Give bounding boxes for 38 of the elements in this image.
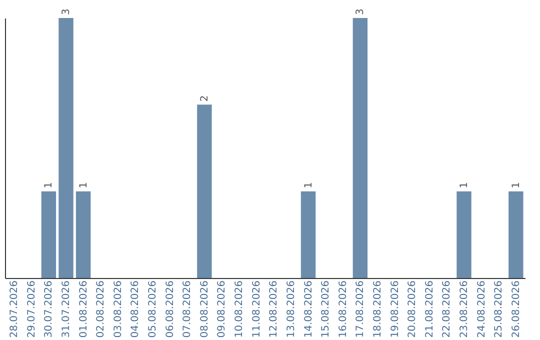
x-tick-label: 03.08.2026 (112, 280, 124, 338)
x-tick-label: 07.08.2026 (182, 280, 194, 338)
x-tick-label: 09.08.2026 (216, 280, 228, 338)
x-tick-label: 05.08.2026 (148, 280, 159, 338)
x-tick-label: 01.08.2026 (78, 280, 90, 338)
x-tick-label: 29.07.2026 (26, 280, 38, 338)
x-tick-label: 17.08.2026 (355, 280, 366, 338)
data-label: 1 (78, 182, 90, 188)
x-tick-label: 14.08.2026 (303, 280, 314, 338)
x-tick-label: 08.08.2026 (199, 280, 210, 338)
x-tick-label: 18.08.2026 (372, 280, 384, 338)
x-tick-label: 22.08.2026 (442, 280, 453, 338)
x-tick-label: 12.08.2026 (268, 280, 280, 338)
x-tick-label: 13.08.2026 (286, 280, 297, 338)
x-tick-label: 04.08.2026 (130, 280, 142, 338)
data-label: 1 (510, 182, 522, 188)
x-tick-label: 21.08.2026 (424, 280, 436, 338)
x-tick-label: 19.08.2026 (390, 280, 401, 338)
data-label: 3 (61, 8, 72, 15)
data-label: 1 (459, 182, 470, 188)
x-tick-label: 10.08.2026 (234, 280, 246, 338)
data-label: 1 (303, 182, 314, 188)
x-tick-label: 26.08.2026 (510, 280, 522, 338)
x-tick-label: 24.08.2026 (476, 280, 488, 338)
x-tick-label: 11.08.2026 (251, 280, 262, 338)
data-label: 1 (44, 182, 55, 188)
x-tick-label: 06.08.2026 (164, 280, 176, 338)
x-tick-label: 15.08.2026 (320, 280, 332, 338)
x-tick-label: 25.08.2026 (494, 280, 505, 338)
data-label: 3 (355, 8, 366, 15)
x-tick-label: 30.07.2026 (44, 280, 55, 338)
data-label: 2 (199, 95, 210, 102)
x-tick-label: 23.08.2026 (459, 280, 470, 338)
x-tick-label: 31.07.2026 (61, 280, 72, 338)
x-tick-label: 02.08.2026 (96, 280, 107, 338)
x-tick-label: 20.08.2026 (407, 280, 418, 338)
x-tick-label: 28.07.2026 (9, 280, 20, 338)
x-tick-label: 16.08.2026 (338, 280, 349, 338)
